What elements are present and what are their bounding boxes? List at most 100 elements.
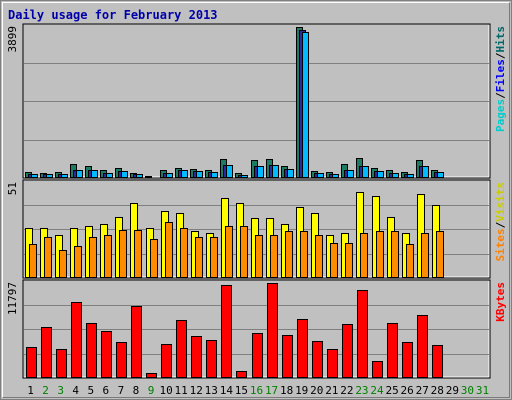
bar-kbytes-day-28 xyxy=(432,345,443,378)
bar-pages-day-12 xyxy=(196,171,203,178)
bar-kbytes-day-2 xyxy=(41,327,52,378)
x-tick-label-day-12: 12 xyxy=(190,384,203,397)
legend-files: Files xyxy=(494,59,507,92)
bar-sites-day-10 xyxy=(165,222,173,278)
bar-sites-day-14 xyxy=(225,226,233,278)
bar-kbytes-day-26 xyxy=(402,342,413,378)
bar-sites-day-17 xyxy=(270,235,278,278)
bar-sites-day-7 xyxy=(119,230,127,278)
bar-pages-day-10 xyxy=(166,173,173,178)
bar-pages-day-3 xyxy=(61,174,68,178)
x-tick-label-day-4: 4 xyxy=(72,384,79,397)
bar-sites-day-11 xyxy=(180,228,188,278)
bar-pages-day-7 xyxy=(121,171,128,178)
bar-pages-day-20 xyxy=(317,173,324,178)
x-tick-label-day-25: 25 xyxy=(385,384,398,397)
bar-pages-day-21 xyxy=(332,174,339,178)
x-tick-label-day-30: 30 xyxy=(461,384,474,397)
panel-visits-max-label: 51 xyxy=(6,182,19,195)
bar-kbytes-day-12 xyxy=(191,336,202,378)
panel-visits-legend: Sites/Visits xyxy=(494,182,507,262)
bar-kbytes-day-24 xyxy=(372,361,383,378)
bar-sites-day-26 xyxy=(406,244,414,278)
bar-sites-day-16 xyxy=(255,235,263,278)
bar-kbytes-day-20 xyxy=(312,341,323,378)
bar-sites-day-13 xyxy=(210,237,218,278)
bar-kbytes-day-23 xyxy=(357,290,368,378)
panel-hits-legend: Pages/Files/Hits xyxy=(494,26,507,132)
legend-visits: Visits xyxy=(494,182,507,222)
panel-visits: 51 Sites/Visits xyxy=(6,179,507,279)
legend-pages: Pages xyxy=(494,99,507,132)
bar-kbytes-day-10 xyxy=(161,344,172,378)
bar-pages-day-6 xyxy=(106,173,113,178)
bar-sites-day-25 xyxy=(391,231,399,278)
bar-kbytes-day-9 xyxy=(146,373,157,378)
x-tick-label-day-18: 18 xyxy=(280,384,293,397)
bar-sites-day-12 xyxy=(195,237,203,278)
bar-kbytes-day-5 xyxy=(86,323,97,378)
bar-kbytes-day-4 xyxy=(71,302,82,378)
bar-sites-day-19 xyxy=(300,231,308,278)
bar-hits-day-9 xyxy=(145,176,152,178)
x-tick-label-day-7: 7 xyxy=(118,384,125,397)
x-axis-labels: 1 2 3 4 5 6 7 8 9 10 11 12 13 14 15 16 17 18 19 20 21 22 23 24 2… xyxy=(27,384,489,397)
bar-sites-day-4 xyxy=(74,246,82,278)
x-tick-label-day-20: 20 xyxy=(310,384,323,397)
bar-pages-day-24 xyxy=(377,171,384,178)
x-tick-label-day-29: 29 xyxy=(446,384,459,397)
legend-separator: / xyxy=(494,221,507,228)
bar-sites-day-24 xyxy=(376,231,384,278)
bar-pages-day-23 xyxy=(362,166,369,178)
bar-sites-day-20 xyxy=(315,235,323,278)
bar-kbytes-day-25 xyxy=(387,323,398,378)
x-tick-label-day-11: 11 xyxy=(175,384,188,397)
panel-kbytes-max-label: 11797 xyxy=(6,282,19,315)
bar-kbytes-day-8 xyxy=(131,306,142,378)
x-tick-label-day-10: 10 xyxy=(159,384,172,397)
bar-sites-day-22 xyxy=(345,243,353,278)
bar-pages-day-5 xyxy=(91,170,98,178)
x-tick-label-day-13: 13 xyxy=(205,384,218,397)
panel-kbytes: 11797 KBytes xyxy=(6,279,507,379)
bar-sites-day-6 xyxy=(104,235,112,278)
bar-sites-day-8 xyxy=(134,230,142,278)
x-tick-label-day-22: 22 xyxy=(340,384,353,397)
bar-kbytes-day-27 xyxy=(417,315,428,378)
x-tick-label-day-1: 1 xyxy=(27,384,34,397)
bar-kbytes-day-1 xyxy=(26,347,37,378)
x-tick-label-day-6: 6 xyxy=(103,384,110,397)
bar-kbytes-day-16 xyxy=(252,333,263,378)
bar-sites-day-9 xyxy=(150,239,158,278)
bar-pages-day-22 xyxy=(347,170,354,178)
x-tick-label-day-17: 17 xyxy=(265,384,278,397)
x-tick-label-day-28: 28 xyxy=(431,384,444,397)
legend-hits: Hits xyxy=(494,26,507,53)
bar-kbytes-day-19 xyxy=(297,319,308,378)
x-tick-label-day-19: 19 xyxy=(295,384,308,397)
legend-separator: / xyxy=(494,52,507,59)
x-tick-label-day-15: 15 xyxy=(235,384,248,397)
x-tick-label-day-23: 23 xyxy=(355,384,368,397)
bar-kbytes-day-7 xyxy=(116,342,127,378)
x-tick-label-day-24: 24 xyxy=(370,384,384,397)
bar-sites-day-27 xyxy=(421,233,429,278)
x-tick-label-day-8: 8 xyxy=(133,384,140,397)
bar-sites-day-28 xyxy=(436,231,444,278)
x-tick-label-day-5: 5 xyxy=(87,384,94,397)
bar-sites-day-23 xyxy=(360,233,368,278)
bar-sites-day-21 xyxy=(330,243,338,278)
bar-pages-day-1 xyxy=(31,174,38,178)
bar-kbytes-day-15 xyxy=(236,371,247,378)
legend-kbytes: KBytes xyxy=(494,282,507,322)
x-tick-label-day-21: 21 xyxy=(325,384,338,397)
bar-kbytes-day-3 xyxy=(56,349,67,378)
legend-sites: Sites xyxy=(494,228,507,261)
bar-sites-day-15 xyxy=(240,226,248,278)
x-tick-label-day-9: 9 xyxy=(148,384,155,397)
bar-kbytes-day-22 xyxy=(342,324,353,378)
bar-kbytes-day-13 xyxy=(206,340,217,378)
bar-pages-day-8 xyxy=(136,174,143,178)
